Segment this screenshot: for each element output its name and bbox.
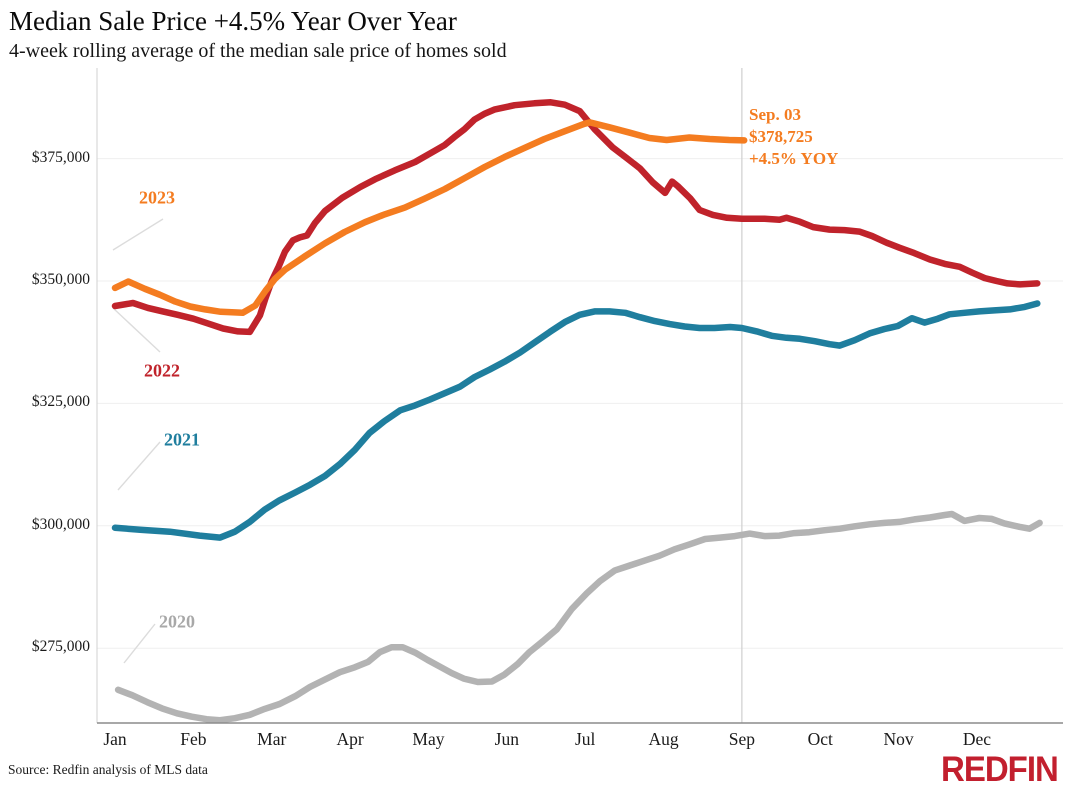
- gridlines: [96, 68, 1063, 723]
- x-tick-label: Feb: [180, 729, 207, 749]
- x-tick-label: Apr: [336, 729, 364, 749]
- label-leader-lines: [112, 218, 164, 664]
- x-tick-label: Oct: [807, 729, 833, 749]
- series-label-2020: 2020: [159, 611, 195, 632]
- leader-line-2023: [112, 218, 164, 251]
- annotation-yoy: +4.5% YOY: [749, 149, 839, 168]
- annotation-date: Sep. 03: [749, 105, 801, 124]
- chart-title: Median Sale Price +4.5% Year Over Year: [9, 6, 457, 36]
- y-tick-label: $325,000: [31, 393, 90, 411]
- x-tick-label: May: [412, 729, 445, 749]
- redfin-logo: REDFIN: [941, 749, 1059, 789]
- x-tick-label: Nov: [883, 729, 914, 749]
- y-tick-label: $275,000: [31, 638, 90, 656]
- x-tick-label: Jun: [494, 729, 519, 749]
- x-tick-label: Jul: [574, 729, 596, 749]
- highlight-annotation: Sep. 03 $378,725 +4.5% YOY: [749, 104, 838, 170]
- leader-line-2020: [123, 623, 156, 664]
- series-lines: [111, 99, 1043, 724]
- leader-line-2022: [112, 307, 161, 353]
- series-label-2023: 2023: [139, 187, 175, 208]
- series-label-2021: 2021: [164, 429, 200, 450]
- x-tick-label: Dec: [962, 729, 992, 749]
- y-tick-label: $300,000: [31, 515, 90, 533]
- series-line-2020: [114, 510, 1043, 724]
- x-tick-label: Sep: [728, 729, 755, 749]
- series-label-2022: 2022: [144, 360, 180, 381]
- y-tick-label: $375,000: [31, 148, 90, 166]
- y-tick-label: $350,000: [31, 271, 90, 288]
- chart-subtitle: 4-week rolling average of the median sal…: [9, 40, 507, 62]
- annotation-value: $378,725: [749, 127, 813, 146]
- series-line-2023: [111, 119, 748, 317]
- source-note: Source: Redfin analysis of MLS data: [8, 762, 208, 777]
- x-tick-label: Mar: [257, 729, 287, 749]
- leader-line-2021: [117, 441, 161, 491]
- x-tick-label: Aug: [648, 729, 679, 749]
- series-line-2021: [111, 300, 1041, 541]
- x-tick-label: Jan: [103, 729, 127, 749]
- series-line-2022: [111, 99, 1041, 336]
